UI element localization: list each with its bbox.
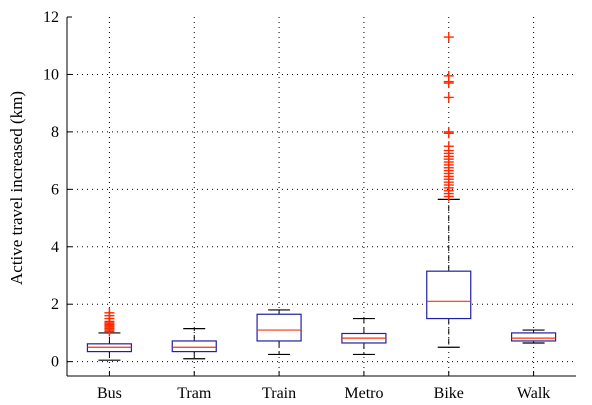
- x-tick-label: Tram: [177, 385, 212, 402]
- box-bus: [86, 307, 133, 361]
- outlier-marker: [443, 70, 454, 81]
- y-tick-label: 2: [51, 296, 59, 313]
- x-tick-label: Walk: [517, 385, 550, 402]
- axes: 0 2 4 6 8 10 12 Bus Tram Train Metro Bike Walk: [43, 9, 576, 402]
- y-tick-label: 6: [51, 181, 59, 198]
- y-tick-label: 10: [43, 66, 59, 83]
- y-tick-label: 4: [51, 239, 59, 256]
- iqr-box: [426, 270, 472, 320]
- outlier-marker: [443, 32, 454, 43]
- y-tick-label: 0: [51, 354, 59, 371]
- outlier-marker: [443, 126, 454, 137]
- box-metro: [341, 317, 387, 356]
- x-tick-label: Bike: [434, 385, 464, 402]
- outlier-marker: [443, 92, 454, 103]
- outlier-marker: [443, 141, 454, 152]
- y-axis-label: Active travel increased (km): [7, 91, 26, 285]
- grid-lines: [67, 17, 576, 376]
- box-train: [256, 309, 302, 356]
- iqr-box: [510, 332, 557, 342]
- y-tick-label: 8: [51, 124, 59, 141]
- outlier-marker: [104, 307, 115, 318]
- iqr-box: [171, 340, 217, 353]
- x-tick-label: Metro: [344, 385, 383, 402]
- box-walk: [510, 329, 557, 344]
- x-tick-label: Bus: [97, 385, 122, 402]
- box-bike: [426, 32, 472, 348]
- plot-area: [86, 32, 557, 361]
- y-tick-label: 12: [43, 9, 59, 26]
- iqr-box: [256, 313, 302, 342]
- x-tick-label: Train: [262, 385, 296, 402]
- box-tram: [171, 328, 217, 360]
